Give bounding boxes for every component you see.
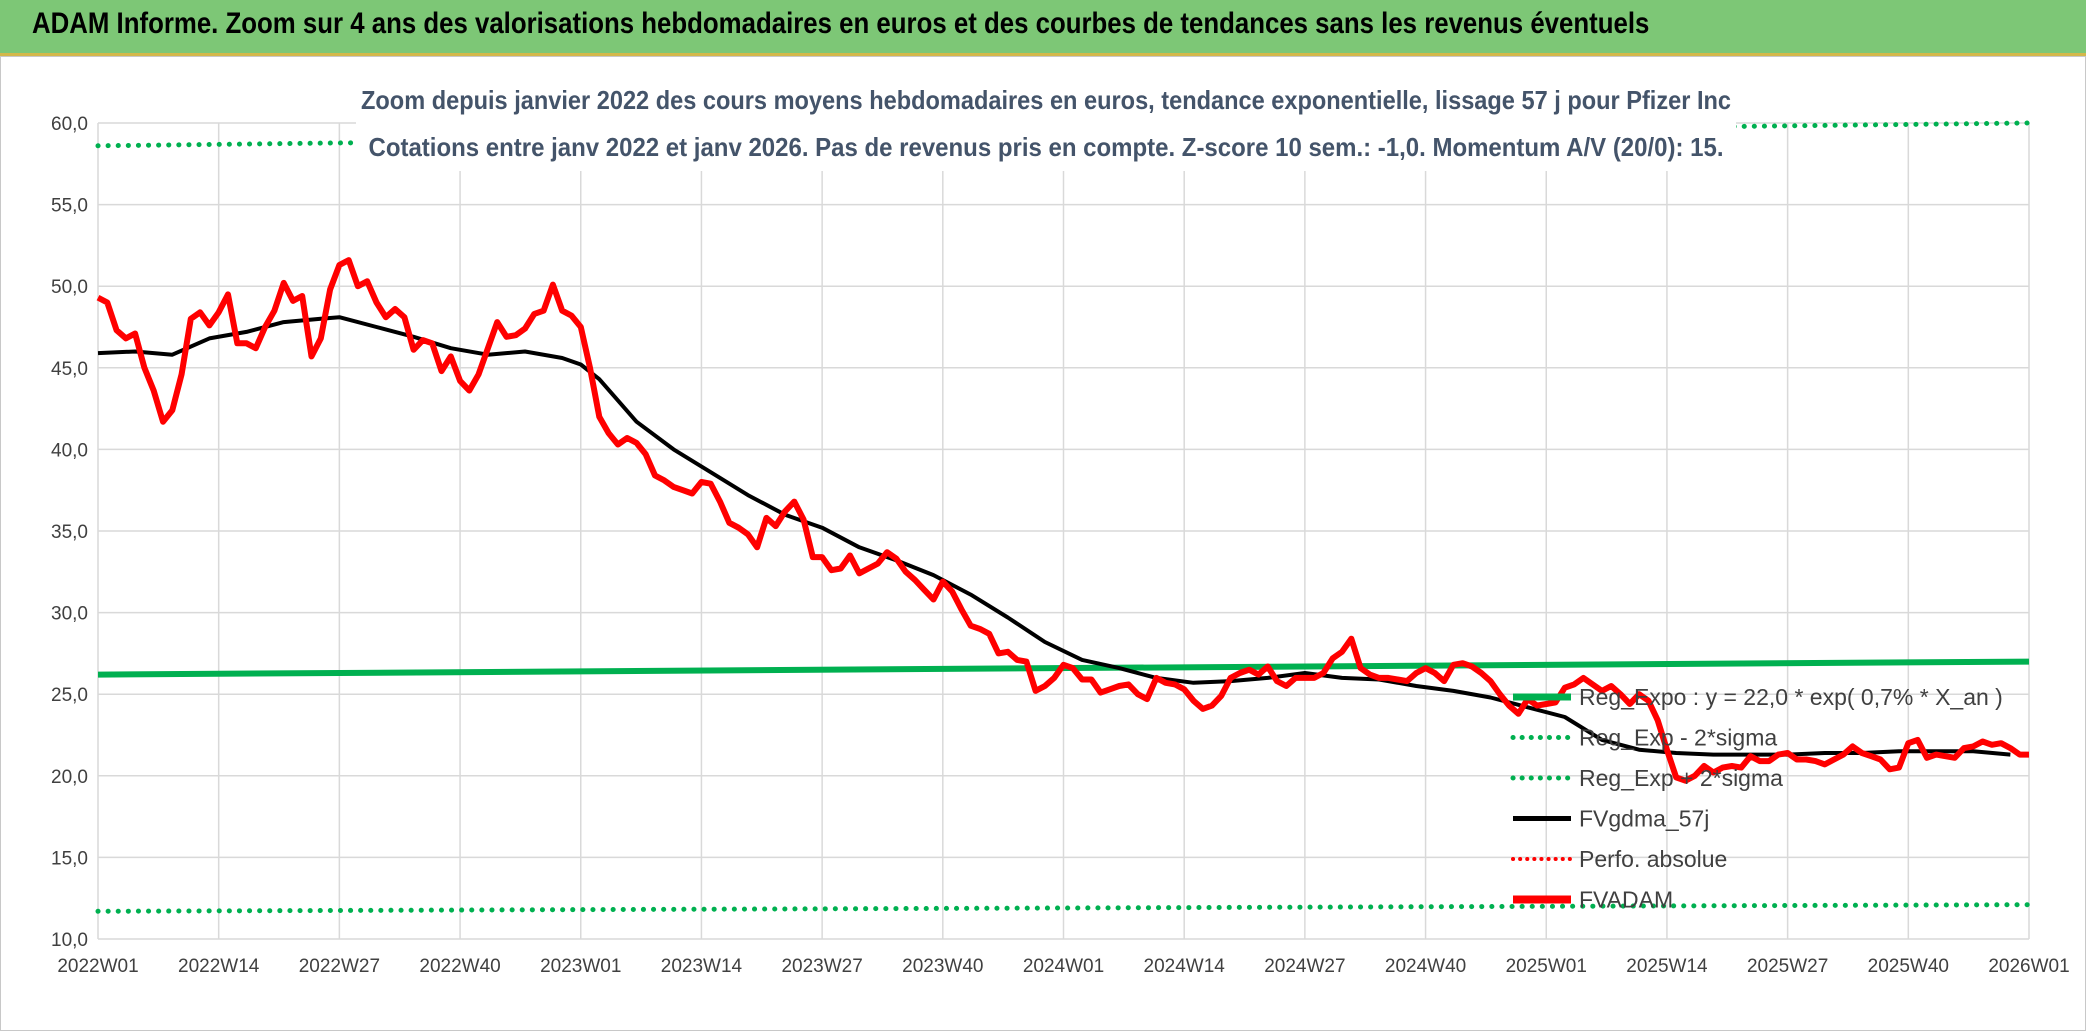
x-tick-label: 2022W27	[299, 956, 380, 977]
x-tick-label: 2022W01	[57, 956, 138, 977]
y-tick-label: 10,0	[51, 930, 88, 951]
y-tick-label: 45,0	[51, 359, 88, 380]
x-tick-label: 2025W27	[1747, 956, 1828, 977]
fvadam-line	[96, 257, 2029, 784]
y-tick-label: 60,0	[51, 114, 88, 135]
y-tick-label: 20,0	[51, 767, 88, 788]
y-tick-label: 55,0	[51, 196, 88, 217]
x-tick-label: 2025W40	[1868, 956, 1949, 977]
x-tick-label: 2024W14	[1144, 956, 1226, 977]
chart-title: Zoom depuis janvier 2022 des cours moyen…	[361, 85, 1731, 115]
x-tick-label: 2023W01	[540, 956, 621, 977]
legend-label: Reg_Expo : y = 22,0 * exp( 0,7% * X_an )	[1579, 684, 2003, 710]
x-tick-label: 2024W27	[1264, 956, 1345, 977]
report-banner: ADAM Informe. Zoom sur 4 ans des valoris…	[0, 0, 2086, 56]
legend-label: FVADAM	[1579, 887, 1673, 913]
y-tick-label: 30,0	[51, 604, 88, 625]
y-tick-label: 15,0	[51, 848, 88, 869]
y-tick-label: 25,0	[51, 685, 88, 706]
legend-label: Perfo. absolue	[1579, 846, 1727, 872]
x-tick-label: 2023W27	[781, 956, 862, 977]
chart-frame: 10,0 15,0 20,0 25,0 30,0 35,0 40,0 45,0 50,0 55,0…	[0, 56, 2086, 1031]
y-tick-label: 50,0	[51, 277, 88, 298]
legend-label: FVgdma_57j	[1579, 806, 1709, 832]
x-tick-label: 2023W40	[902, 956, 983, 977]
legend-label: Reg_Exp + 2*sigma	[1579, 765, 1783, 791]
report-title: ADAM Informe. Zoom sur 4 ans des valoris…	[32, 7, 1650, 40]
x-tick-label: 2023W14	[661, 956, 743, 977]
legend-label: Reg_Exp - 2*sigma	[1579, 725, 1777, 751]
x-tick-label: 2024W01	[1023, 956, 1104, 977]
trend-chart: 10,0 15,0 20,0 25,0 30,0 35,0 40,0 45,0 50,0 55,0…	[51, 71, 2070, 977]
reg-exp-minus-2sigma-line	[95, 902, 2032, 914]
fvgdma-57j-line	[97, 315, 2011, 757]
y-tick-label: 40,0	[51, 440, 88, 461]
x-tick-label: 2026W01	[1988, 956, 2069, 977]
chart-title-panel	[356, 71, 1736, 171]
x-tick-label: 2025W14	[1626, 956, 1708, 977]
x-tick-label: 2025W01	[1506, 956, 1587, 977]
y-tick-label: 35,0	[51, 522, 88, 543]
chart-subtitle: Cotations entre janv 2022 et janv 2026. …	[369, 132, 1724, 162]
x-tick-label: 2022W14	[178, 956, 260, 977]
x-tick-label: 2024W40	[1385, 956, 1466, 977]
x-tick-label: 2022W40	[419, 956, 500, 977]
